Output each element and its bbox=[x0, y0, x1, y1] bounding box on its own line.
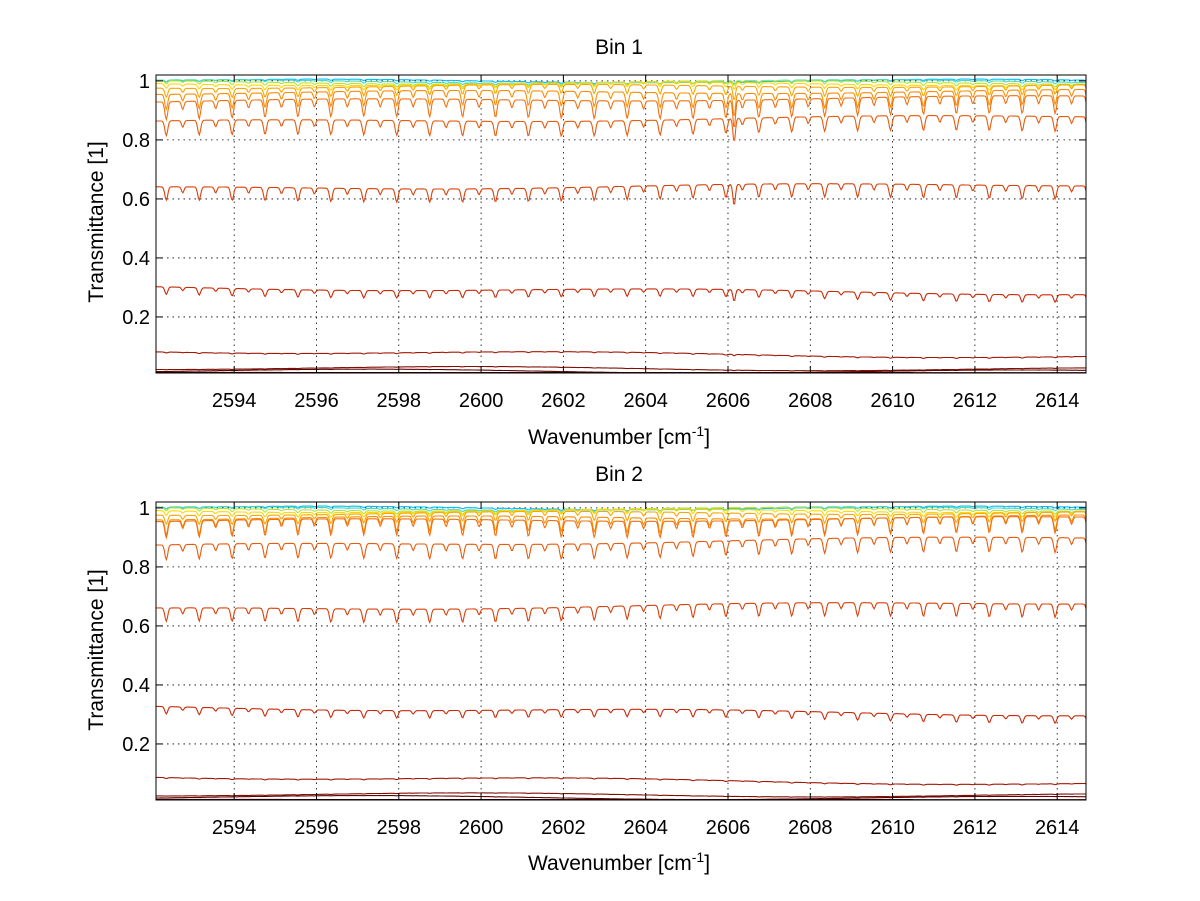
panel-bin-2: Bin 2 2594 2596 2598 2600 2602 2604 2606 2608 26… bbox=[85, 463, 1087, 875]
grid bbox=[156, 75, 1086, 373]
series-line-6 bbox=[156, 516, 1087, 540]
x-tick-label: 2600 bbox=[459, 817, 504, 839]
y-tick-label: 1 bbox=[139, 498, 150, 520]
x-tick-label: 2596 bbox=[294, 390, 339, 412]
series-line-10 bbox=[155, 351, 1087, 359]
y-tick-label: 0.8 bbox=[122, 557, 150, 579]
y-tick-label: 0.4 bbox=[122, 248, 150, 270]
y-tick-label: 0.2 bbox=[122, 734, 150, 756]
x-tick-label: 2602 bbox=[541, 390, 586, 412]
x-axis-label-end: ] bbox=[704, 426, 710, 449]
x-tick-label: 2598 bbox=[377, 817, 422, 839]
series-line-4 bbox=[155, 510, 1087, 526]
series-line-3 bbox=[156, 508, 1087, 518]
series-line-5 bbox=[156, 88, 1087, 116]
x-tick-label: 2602 bbox=[541, 817, 586, 839]
x-tick-label: 2612 bbox=[953, 817, 998, 839]
series-line-9 bbox=[156, 286, 1087, 304]
x-tick-label: 2612 bbox=[953, 390, 998, 412]
series-line-3 bbox=[156, 81, 1087, 91]
series-line-4 bbox=[155, 83, 1087, 100]
ticks: 2594 2596 2598 2600 2602 2604 2606 2608 2610 2612… bbox=[122, 498, 1086, 839]
series-group bbox=[155, 505, 1087, 801]
x-tick-label: 2596 bbox=[294, 817, 339, 839]
y-tick-label: 0.2 bbox=[122, 307, 150, 329]
x-tick-label: 2598 bbox=[377, 390, 422, 412]
series-line-11 bbox=[156, 792, 1087, 798]
chart-title: Bin 1 bbox=[595, 36, 643, 59]
x-tick-label: 2600 bbox=[459, 390, 504, 412]
axes-frame bbox=[155, 501, 1087, 801]
x-axis-label-sup: -1 bbox=[692, 423, 705, 439]
x-axis-label: Wavenumber [cm-1] bbox=[528, 849, 710, 875]
series-line-6 bbox=[156, 95, 1087, 127]
y-axis-label: Transmittance [1] bbox=[85, 569, 108, 730]
x-tick-label: 2604 bbox=[623, 390, 668, 412]
x-tick-label: 2610 bbox=[870, 817, 915, 839]
y-tick-label: 0.6 bbox=[122, 616, 150, 638]
x-tick-label: 2606 bbox=[706, 390, 751, 412]
x-tick-label: 2594 bbox=[212, 817, 257, 839]
x-tick-label: 2594 bbox=[212, 390, 257, 412]
y-axis-label: Transmittance [1] bbox=[85, 141, 108, 302]
x-tick-label: 2608 bbox=[788, 390, 833, 412]
x-axis-label-main: Wavenumber [cm bbox=[528, 426, 692, 449]
y-tick-label: 1 bbox=[139, 71, 150, 93]
series-line-8 bbox=[156, 183, 1087, 205]
x-tick-label: 2604 bbox=[623, 817, 668, 839]
y-tick-label: 0.4 bbox=[122, 675, 150, 697]
x-axis-label-end: ] bbox=[704, 852, 710, 875]
y-tick-label: 0.6 bbox=[122, 189, 150, 211]
x-tick-label: 2610 bbox=[870, 390, 915, 412]
series-line-8 bbox=[156, 602, 1087, 625]
x-axis-label-main: Wavenumber [cm bbox=[528, 852, 692, 875]
x-axis-label: Wavenumber [cm-1] bbox=[528, 423, 710, 449]
x-tick-label: 2614 bbox=[1035, 817, 1080, 839]
series-group bbox=[155, 78, 1087, 374]
panel-bin-1: Bin 1 2594 2596 2598 2600 2602 2604 2606 2608 26… bbox=[85, 36, 1087, 449]
ticks: 2594 2596 2598 2600 2602 2604 2606 2608 2610 2612… bbox=[122, 71, 1086, 412]
x-axis-label-sup: -1 bbox=[692, 849, 705, 865]
y-tick-label: 0.8 bbox=[122, 130, 150, 152]
series-line-12 bbox=[156, 795, 1086, 801]
series-line-9 bbox=[155, 705, 1087, 725]
x-tick-label: 2614 bbox=[1035, 390, 1080, 412]
x-tick-label: 2606 bbox=[706, 817, 751, 839]
chart-title: Bin 2 bbox=[595, 463, 643, 486]
series-line-10 bbox=[156, 776, 1087, 786]
series-line-11 bbox=[156, 365, 1086, 372]
series-line-7 bbox=[156, 115, 1087, 141]
x-tick-label: 2608 bbox=[788, 817, 833, 839]
series-line-7 bbox=[156, 536, 1087, 562]
axes-frame bbox=[155, 74, 1087, 374]
